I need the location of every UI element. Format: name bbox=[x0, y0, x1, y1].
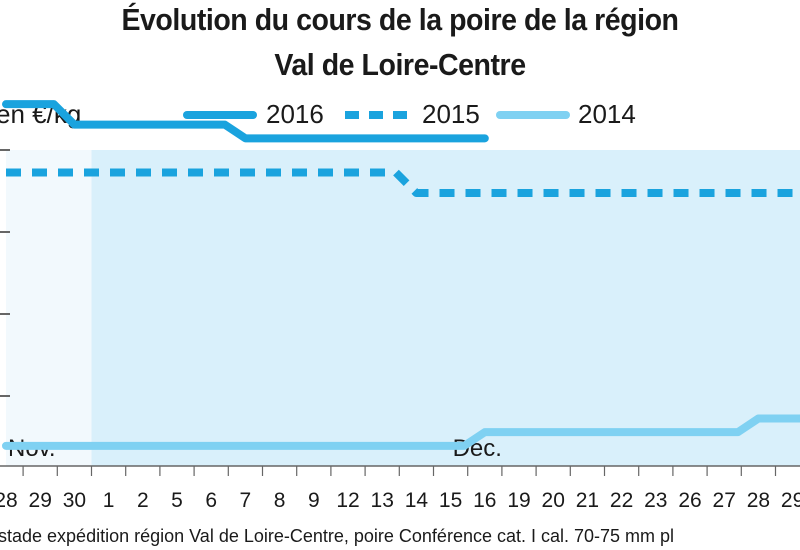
x-tick-label: 1 bbox=[103, 489, 115, 512]
series-line-2016 bbox=[2, 100, 489, 143]
x-tick-label: 23 bbox=[644, 489, 667, 512]
x-tick-label: 22 bbox=[610, 489, 633, 512]
legend-label-2015: 2015 bbox=[422, 99, 480, 129]
x-tick-label: 16 bbox=[473, 489, 496, 512]
x-tick-label: 28 bbox=[0, 489, 18, 512]
series-line-2015 bbox=[6, 168, 800, 197]
x-tick-label: 21 bbox=[576, 489, 599, 512]
legend-label-2014: 2014 bbox=[578, 99, 636, 129]
x-tick-label: 29 bbox=[29, 489, 52, 512]
chart-title-line2: Val de Loire-Centre bbox=[274, 47, 526, 82]
x-tick-label: 13 bbox=[371, 489, 394, 512]
legend-swatch-2015 bbox=[345, 111, 411, 119]
x-tick-label: 30 bbox=[63, 489, 86, 512]
x-tick-label: 29 bbox=[781, 489, 800, 512]
legend-swatch-2016 bbox=[183, 111, 257, 119]
plot-background-light bbox=[6, 150, 92, 466]
x-tick-label: 9 bbox=[308, 489, 320, 512]
x-tick-label: 26 bbox=[678, 489, 701, 512]
x-tick-label: 15 bbox=[439, 489, 462, 512]
chart-title-line1: Évolution du cours de la poire de la rég… bbox=[121, 2, 679, 37]
x-tick-label: 28 bbox=[747, 489, 770, 512]
line-chart: 28 29 30 1 2 5 6 7 8 9 12 13 14 15 16 19 20 21 22 23 26 27 28 2… bbox=[0, 100, 800, 512]
x-tick-label: 5 bbox=[171, 489, 183, 512]
legend-label-2016: 2016 bbox=[266, 99, 324, 129]
x-tick-label: 6 bbox=[205, 489, 217, 512]
x-tick-label: 27 bbox=[713, 489, 736, 512]
x-tick-label: 7 bbox=[240, 489, 252, 512]
x-tick-label: 19 bbox=[507, 489, 530, 512]
legend-swatch-2014 bbox=[496, 111, 570, 119]
x-tick-label: 12 bbox=[336, 489, 359, 512]
chart-footnote: stade expédition région Val de Loire-Cen… bbox=[0, 526, 675, 546]
plot-background-shaded bbox=[91, 150, 800, 466]
x-tick-label: 2 bbox=[137, 489, 149, 512]
x-tick-label: 20 bbox=[542, 489, 565, 512]
x-tick-label: 14 bbox=[405, 489, 429, 512]
x-tick-label: 8 bbox=[274, 489, 286, 512]
series-line-2014 bbox=[2, 414, 800, 450]
